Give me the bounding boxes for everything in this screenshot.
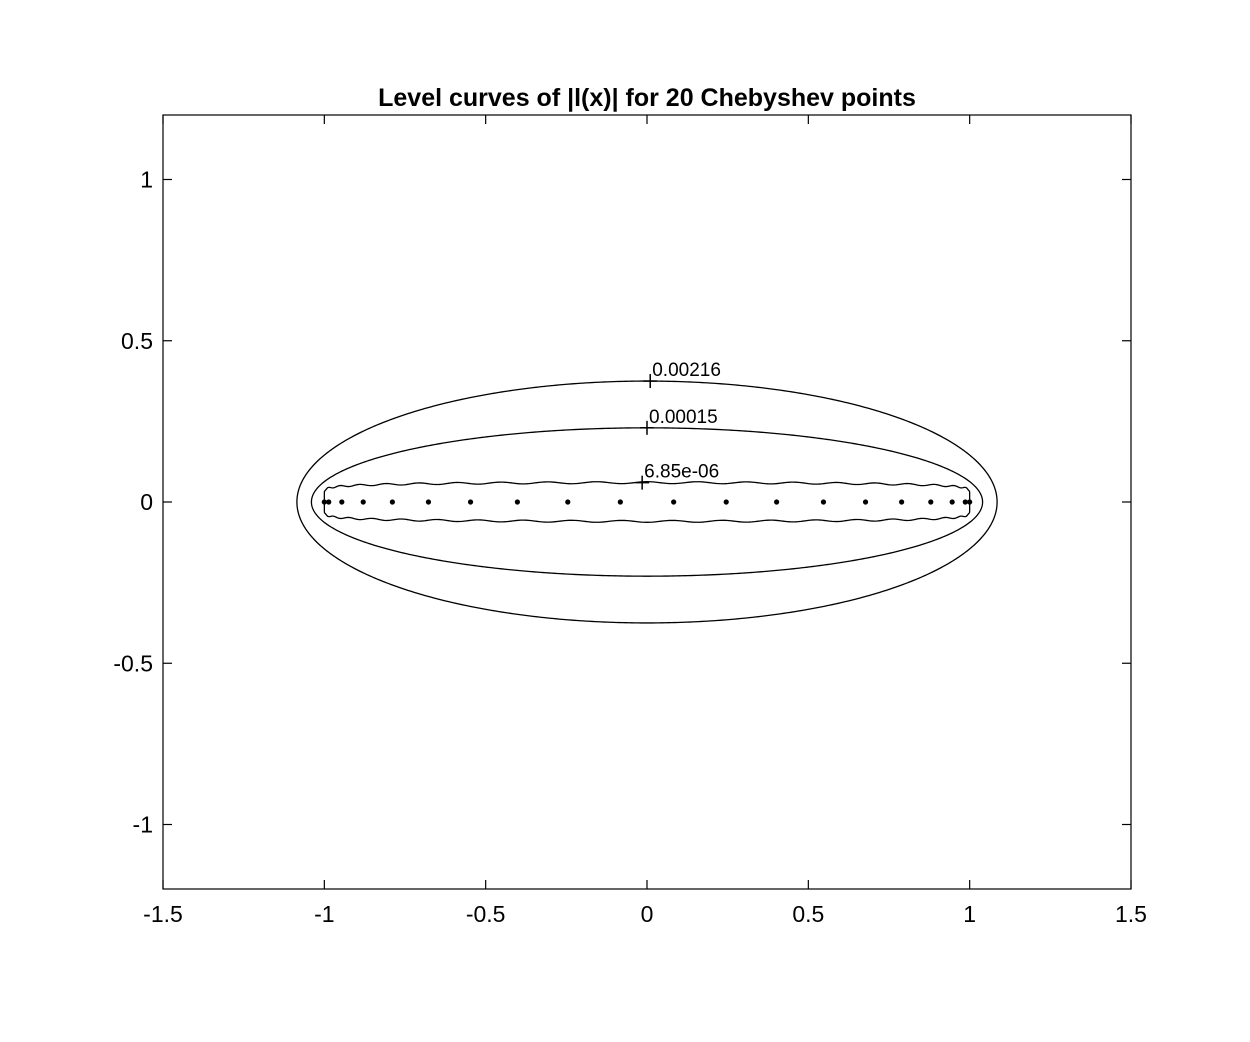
chebyshev-point: [862, 499, 869, 505]
x-tick-label: 1.5: [1115, 901, 1147, 927]
chebyshev-point: [389, 499, 395, 505]
chebyshev-point: [467, 499, 474, 505]
chebyshev-point: [514, 499, 520, 505]
plot-area: 0.00216 0.00015 6.85e-06: [296, 360, 998, 624]
chebyshev-point: [928, 499, 934, 505]
contour-label-0: 0.00216: [652, 360, 721, 381]
chebyshev-point: [723, 499, 729, 505]
x-tick-label: 1: [963, 901, 976, 927]
chebyshev-point: [360, 499, 366, 505]
x-tick-label: -1.5: [143, 901, 183, 927]
chebyshev-point: [425, 499, 432, 505]
y-tick-label: 0.5: [121, 328, 153, 354]
y-tick-label: -1: [133, 812, 153, 838]
chart-title: Level curves of |l(x)| for 20 Chebyshev …: [378, 84, 916, 112]
contour-curve-0: [296, 380, 998, 624]
x-tick-label: 0.5: [792, 901, 824, 927]
chebyshev-point: [671, 499, 677, 505]
y-tick-label: 1: [140, 167, 153, 193]
chebyshev-point: [967, 499, 973, 505]
chebyshev-point: [321, 499, 327, 505]
y-tick-label: 0: [140, 489, 153, 515]
x-tick-label: -0.5: [466, 901, 506, 927]
x-tick-label: -1: [314, 901, 334, 927]
axis-ticks: -1.5 -1 -0.5 0 0.5 1 1.5 -1 -0.5 0 0.5 1: [113, 115, 1147, 927]
chebyshev-point: [565, 499, 571, 505]
contour-curve-1: [310, 427, 984, 577]
axes-box: [162, 114, 1132, 890]
chebyshev-point: [949, 499, 955, 505]
chebyshev-point: [326, 499, 332, 505]
contour-curve-2: [323, 481, 971, 523]
chebyshev-point: [617, 499, 623, 505]
chebyshev-point: [962, 499, 968, 505]
chebyshev-point: [820, 499, 827, 505]
contour-label-1: 0.00015: [649, 407, 718, 428]
chebyshev-point: [774, 499, 780, 505]
x-tick-label: 0: [641, 901, 654, 927]
chebyshev-point: [899, 499, 905, 505]
chebyshev-point: [339, 499, 345, 505]
y-tick-label: -0.5: [113, 650, 153, 676]
contour-label-2: 6.85e-06: [644, 462, 719, 483]
